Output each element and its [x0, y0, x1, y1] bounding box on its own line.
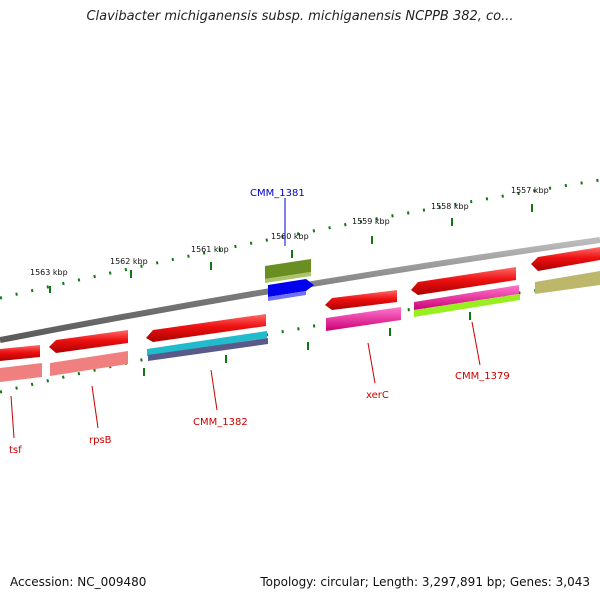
gene-label-cmm1381[interactable]: CMM_1381 [250, 188, 305, 199]
gene-tsf-sub[interactable] [0, 363, 42, 382]
ruler-tick-label: 1560 kbp [271, 232, 309, 241]
gene-cmm1381[interactable] [268, 279, 314, 297]
gene-cmm1381-shadow [268, 291, 306, 301]
gene-label-tsf[interactable]: tsf [9, 445, 22, 456]
leader-tsf [10, 395, 15, 439]
gene-cmm1382-cyan[interactable] [147, 331, 267, 356]
gene-right-red[interactable] [531, 247, 600, 271]
ruler-tick-1557: 1557 kbp [511, 186, 549, 212]
ruler-tick-1558: 1558 kbp [431, 202, 469, 226]
gene-cmm1379-red[interactable] [411, 267, 516, 295]
ruler-tick-label: 1557 kbp [511, 186, 549, 195]
gene-tsf[interactable] [0, 345, 40, 361]
gene-cmm1382[interactable] [146, 314, 266, 342]
ruler-tick-1563: 1563 kbp [30, 268, 68, 293]
ruler-tick-label: 1561 kbp [191, 245, 229, 254]
gene-xerC[interactable] [325, 290, 397, 310]
gene-label-rpsB[interactable]: rpsB [89, 435, 112, 446]
gene-right-khaki[interactable] [535, 271, 600, 294]
gene-cmm1381-top[interactable] [265, 259, 311, 279]
ruler-tick-1559: 1559 kbp [352, 217, 390, 244]
ruler-lower [0, 280, 600, 394]
ruler-tick-label: 1563 kbp [30, 268, 68, 277]
genome-stats: Topology: circular; Length: 3,297,891 bp… [260, 575, 590, 589]
gene-label-cmm1382[interactable]: CMM_1382 [193, 417, 248, 428]
gene-label-xerC[interactable]: xerC [366, 390, 389, 401]
ruler-tick-label: 1558 kbp [431, 202, 469, 211]
leader-rpsB [91, 385, 99, 429]
ruler-tick-label: 1562 kbp [110, 257, 148, 266]
leader-cmm1382 [210, 369, 218, 411]
gene-label-cmm1379[interactable]: CMM_1379 [455, 371, 510, 382]
accession-label: Accession: NC_009480 [10, 575, 147, 589]
gene-xerC-magenta[interactable] [326, 307, 401, 331]
gene-cmm1382-slate[interactable] [148, 338, 268, 361]
leader-cmm1379 [471, 321, 481, 366]
gene-rpsB-sub[interactable] [50, 351, 128, 376]
map-title: Clavibacter michiganensis subsp. michiga… [86, 9, 514, 24]
gene-rpsB[interactable] [49, 330, 128, 353]
gene-cmm1381-top-shadow [265, 272, 311, 283]
ruler-tick-label: 1559 kbp [352, 217, 390, 226]
gene-cmm1379-lime[interactable] [414, 294, 520, 317]
ruler-tick-1561: 1561 kbp [191, 245, 229, 270]
ruler-tick-1562: 1562 kbp [110, 257, 148, 278]
gene-cmm1379[interactable] [414, 285, 519, 310]
ruler-tick-1560: 1560 kbp [271, 232, 309, 258]
leader-xerC [367, 342, 376, 384]
